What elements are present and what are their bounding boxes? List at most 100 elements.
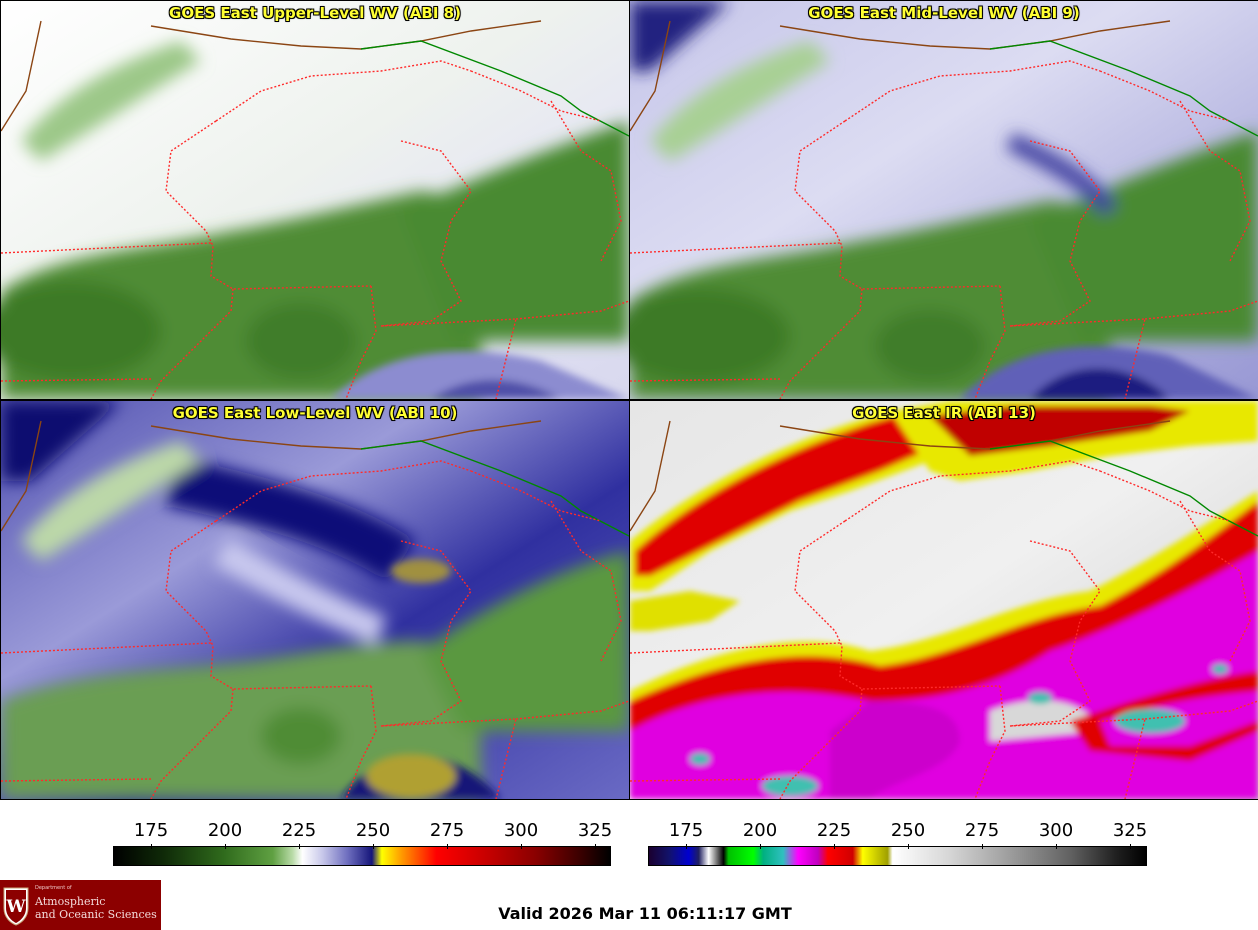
colorbar-tick-mark (834, 844, 835, 849)
coast-border-west (630, 20, 671, 132)
map-upper-level-wv (1, 1, 629, 399)
state-border-7 (1144, 300, 1258, 320)
logo-department-text: Department of (35, 885, 72, 891)
state-border-4 (779, 288, 863, 399)
state-border-3 (215, 60, 472, 122)
state-border-7 (1144, 700, 1258, 720)
uw-crest-icon: W (3, 887, 29, 926)
state-border-1 (1, 242, 212, 254)
colorbar-tick-mark (225, 844, 226, 849)
colorbar-tick-label: 175 (668, 820, 704, 841)
colorbar-tick-mark (982, 844, 983, 849)
colorbar-tick-label: 300 (503, 820, 539, 841)
state-border-2 (165, 520, 372, 690)
state-border-3 (215, 460, 472, 522)
state-border-4 (779, 688, 863, 799)
dry-slot (341, 559, 501, 799)
international-border (989, 440, 1258, 537)
lake-border (1009, 540, 1101, 727)
green-moisture-areas (630, 1, 1258, 399)
map-low-level-wv (1, 401, 629, 799)
colorbar-ticks: 175 200 225 250 275 300 325 (113, 820, 613, 849)
aos-department-logo: W Department of Atmospheric and Oceanic … (0, 880, 161, 930)
state-border-9 (550, 100, 622, 262)
borders (1, 420, 629, 799)
logo-name-text: Atmospheric and Oceanic Sciences (35, 895, 157, 921)
state-border-10 (470, 70, 602, 122)
colorbar-tick-mark (151, 844, 152, 849)
state-border-2 (794, 120, 1001, 290)
colorbar-tick-label: 225 (816, 820, 852, 841)
colorbar-tick-label: 300 (1038, 820, 1074, 841)
blue-dry-slot (331, 351, 629, 399)
colorbar-tick-mark (299, 844, 300, 849)
panel-ir: GOES East IR (ABI 13) (629, 400, 1258, 800)
svg-text:W: W (5, 897, 26, 917)
colorbar-tick-mark (447, 844, 448, 849)
state-border-3 (844, 460, 1101, 522)
state-border-6 (380, 718, 517, 799)
green-moisture-areas (1, 41, 629, 399)
state-border-7 (515, 300, 629, 320)
colorbar-tick-label: 175 (133, 820, 169, 841)
state-border-1 (630, 242, 841, 254)
colorbar-tick-label: 325 (1112, 820, 1148, 841)
state-border-9 (1179, 100, 1251, 262)
state-border-1 (630, 642, 841, 654)
map-ir (630, 401, 1258, 799)
cloud-tops (630, 401, 1258, 799)
state-border-7 (515, 700, 629, 720)
infrared-colorbar: 175 200 225 250 275 300 325 (648, 820, 1147, 866)
colorbar-tick-mark (1130, 844, 1131, 849)
colorbar-tick-mark (595, 844, 596, 849)
colorbar-tick-label: 325 (577, 820, 613, 841)
colorbar-tick-mark (1056, 844, 1057, 849)
state-border-2 (165, 120, 372, 290)
state-border-10 (1099, 470, 1231, 522)
state-border-4 (150, 688, 234, 799)
state-border-8 (630, 378, 781, 382)
logo-name-line2: and Oceanic Sciences (35, 908, 157, 921)
colorbar-ticks: 175 200 225 250 275 300 325 (648, 820, 1148, 849)
colorbar-tick-mark (373, 844, 374, 849)
water-vapor-color-scale (113, 846, 611, 866)
borders (1, 20, 629, 399)
panel-low-level-wv: GOES East Low-Level WV (ABI 10) (0, 400, 630, 800)
colorbar-tick-mark (908, 844, 909, 849)
colorbar-tick-label: 225 (281, 820, 317, 841)
coast-border-west (1, 420, 42, 532)
blue-dry-slot (960, 346, 1258, 399)
colorbar-tick-label: 250 (355, 820, 391, 841)
colorbar-tick-label: 275 (964, 820, 1000, 841)
state-border-8 (1, 378, 152, 382)
colorbar-tick-label: 250 (890, 820, 926, 841)
infrared-color-scale (648, 846, 1147, 866)
state-border-1 (1, 642, 212, 654)
water-vapor-colorbar: 175 200 225 250 275 300 325 (113, 820, 613, 866)
colorbar-tick-mark (760, 844, 761, 849)
borders (630, 20, 1258, 399)
panel-upper-level-wv: GOES East Upper-Level WV (ABI 8) (0, 0, 630, 400)
valid-time-label: Valid 2026 Mar 11 06:11:17 GMT (498, 904, 792, 923)
state-border-2 (794, 520, 1001, 690)
logo-name-line1: Atmospheric (35, 895, 106, 908)
state-border-3 (844, 60, 1101, 122)
coast-border-west (1, 20, 42, 132)
lake-border (380, 140, 472, 327)
international-border (360, 40, 629, 137)
state-border-10 (1099, 70, 1231, 122)
state-border-8 (1, 778, 152, 782)
state-border-10 (470, 470, 602, 522)
panel-mid-level-wv: GOES East Mid-Level WV (ABI 9) (629, 0, 1258, 400)
state-border-6 (1009, 718, 1146, 799)
borders (630, 420, 1258, 799)
lake-border (380, 540, 472, 727)
colorbar-tick-label: 200 (207, 820, 243, 841)
coast-border-west (630, 420, 671, 532)
state-border-9 (550, 500, 622, 662)
state-border-9 (1179, 500, 1251, 662)
colorbar-tick-mark (521, 844, 522, 849)
state-border-8 (630, 778, 781, 782)
map-mid-level-wv (630, 1, 1258, 399)
colorbar-tick-mark (686, 844, 687, 849)
